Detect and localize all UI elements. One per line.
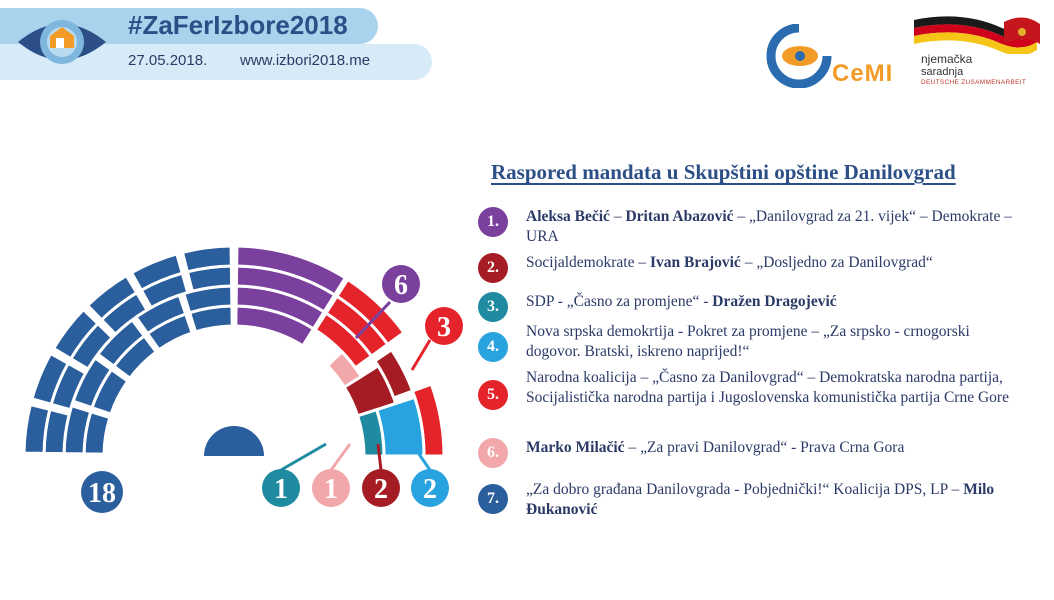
seat-count-badge xyxy=(425,307,463,345)
seat-count-badge xyxy=(362,469,400,507)
election-date: 27.05.2018. xyxy=(128,52,208,69)
seat-count-label: 1 xyxy=(324,474,338,505)
seat-cell xyxy=(129,252,185,293)
german-logo-line3: DEUTSCHE ZUSAMMENARBEIT xyxy=(921,79,1027,86)
seat-cell xyxy=(71,355,114,410)
chart-title: Raspored mandata u Skupštini opštine Dan… xyxy=(491,160,956,184)
chamber-center xyxy=(204,426,264,456)
seat-count-badge xyxy=(411,469,449,507)
seat-label-leader-line xyxy=(376,443,383,471)
seat-label-leader-line xyxy=(410,443,432,471)
legend-text: Nova srpska demokrtija - Pokret za promj… xyxy=(526,323,970,360)
seat-cell xyxy=(22,402,52,455)
seat-cell xyxy=(180,244,233,274)
legend-number-badge: 2. xyxy=(478,253,508,283)
legend-text: SDP - „Časno za promjene“ - Dražen Drago… xyxy=(526,293,837,310)
eye-logo-icon xyxy=(18,20,106,64)
seat-cell xyxy=(85,273,139,322)
seat-count-label: 18 xyxy=(88,478,116,509)
seat-cell xyxy=(334,277,406,347)
cemi-wordmark: CeMI xyxy=(832,60,894,87)
seat-count-badge xyxy=(382,265,420,303)
german-logo-line2: saradnja xyxy=(921,66,964,78)
seat-count-label: 1 xyxy=(274,474,288,505)
legend-number-badge: 7. xyxy=(478,484,508,514)
seat-count-badge xyxy=(312,469,350,507)
hashtag-title: #ZaFerIzbore2018 xyxy=(128,10,348,40)
seat-label-leader-line xyxy=(354,300,392,340)
legend-text: Aleksa Bečić – Dritan Abazović – „Danilo… xyxy=(526,208,1012,245)
german-logo-line1: njemačka xyxy=(921,52,973,66)
legend-text: Narodna koalicija – „Časno za Danilovgra… xyxy=(526,369,1009,406)
seat-label-leader-line xyxy=(410,339,432,371)
seat-count-label: 2 xyxy=(423,474,437,505)
legend-number-badge: 4. xyxy=(478,332,508,362)
seat-count-label: 3 xyxy=(437,312,451,343)
seat-count-label: 2 xyxy=(374,474,388,505)
legend-number-badge: 6. xyxy=(478,438,508,468)
legend-text: Socijaldemokrate – Ivan Brajović – „Dosl… xyxy=(526,254,933,271)
seat-cell xyxy=(235,244,348,297)
seat-cell xyxy=(372,347,415,400)
header-banner: #ZaFerIzbore2018 27.05.2018. www.izbori2… xyxy=(0,0,432,82)
legend-text: „Za dobro građana Danilovgrada - Pobjedn… xyxy=(526,481,995,518)
seat-count-badge xyxy=(81,471,123,513)
seat-label-leader-line xyxy=(329,443,352,471)
legend-text: Marko Milačić – „Za pravi Danilovgrad“ -… xyxy=(526,439,905,456)
seat-count-label: 6 xyxy=(394,270,408,301)
legend-number-badge: 3. xyxy=(478,292,508,322)
seat-cell xyxy=(51,307,100,361)
website-link[interactable]: www.izbori2018.me xyxy=(240,52,371,69)
cemi-logo-icon xyxy=(766,24,832,88)
german-flag-icon xyxy=(914,16,1040,54)
legend-number-badge: 5. xyxy=(478,380,508,410)
legend-number-badge: 1. xyxy=(478,207,508,237)
seat-count-badge xyxy=(262,469,300,507)
seat-cell xyxy=(325,349,364,390)
seat-label-leader-line xyxy=(280,442,327,472)
seat-cell xyxy=(30,351,71,407)
